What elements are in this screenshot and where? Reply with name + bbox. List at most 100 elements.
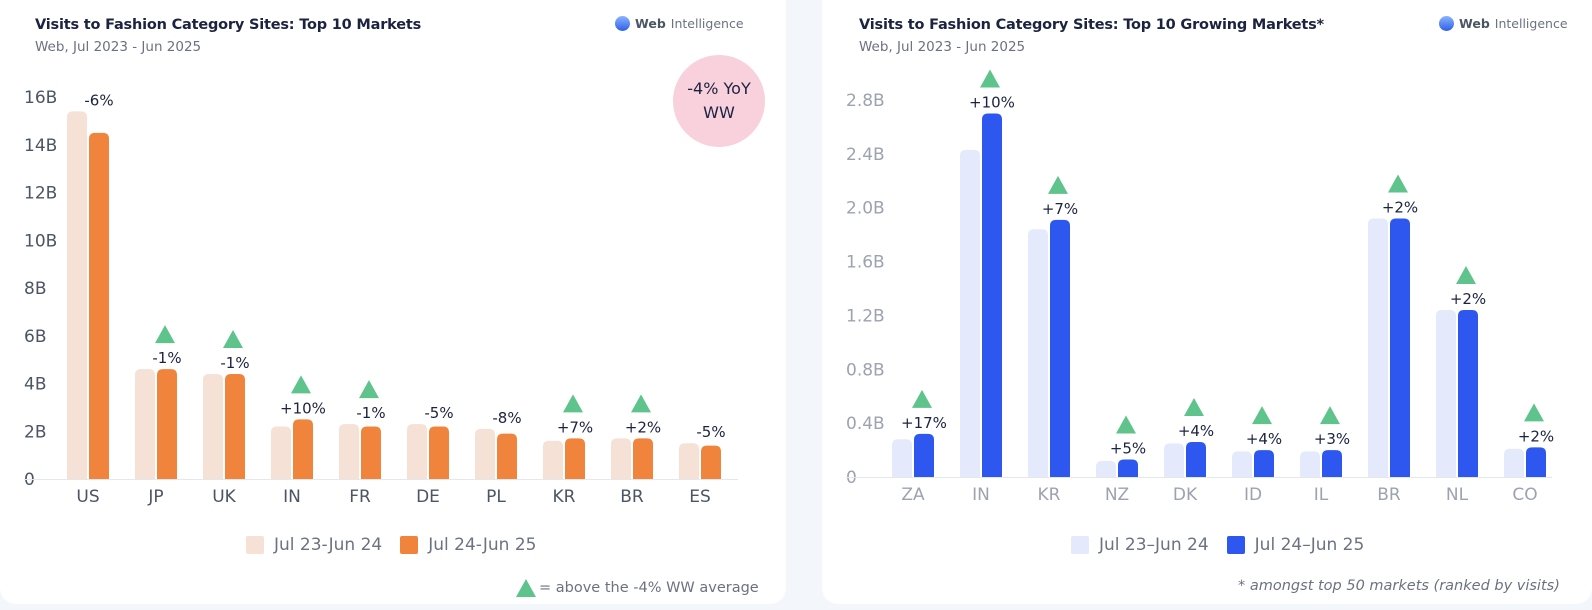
bar-prev-co bbox=[1504, 448, 1524, 477]
x-tick-label: US bbox=[76, 487, 99, 507]
x-tick-label: NZ bbox=[1105, 485, 1129, 505]
legend-item-prev-right[interactable]: Jul 23–Jun 24 bbox=[1071, 535, 1209, 555]
above-average-marker-br bbox=[1388, 174, 1408, 193]
brand-rest-right: Intelligence bbox=[1494, 16, 1568, 31]
data-label-pl: -8% bbox=[492, 409, 521, 427]
legend-item-prev-left[interactable]: Jul 23-Jun 24 bbox=[246, 535, 382, 555]
y-tick-label: 1.6B bbox=[846, 253, 885, 273]
chart-subtitle-growing-markets: Web, Jul 2023 - Jun 2025 bbox=[859, 39, 1026, 55]
data-label-il: +3% bbox=[1314, 430, 1350, 448]
x-tick-label: IN bbox=[283, 487, 301, 507]
data-label-nz: +5% bbox=[1110, 439, 1146, 457]
bar-curr-br bbox=[1390, 218, 1410, 477]
bar-curr-in bbox=[982, 113, 1002, 477]
bar-curr-nz bbox=[1118, 459, 1138, 477]
bar-prev-il bbox=[1300, 451, 1320, 477]
bar-curr-kr bbox=[565, 438, 585, 479]
y-tick-label: 8B bbox=[24, 279, 46, 299]
chart-title-growing-markets: Visits to Fashion Category Sites: Top 10… bbox=[859, 17, 1324, 33]
legend-swatch-curr-right bbox=[1226, 536, 1245, 554]
legend-label-prev-left: Jul 23-Jun 24 bbox=[274, 535, 383, 555]
x-tick-label: BR bbox=[1377, 485, 1401, 505]
chart-title-top-markets: Visits to Fashion Category Sites: Top 10… bbox=[35, 17, 422, 33]
brand-logo-left: Web Intelligence bbox=[615, 16, 744, 31]
legend-label-prev-right: Jul 23–Jun 24 bbox=[1099, 535, 1209, 555]
above-average-marker-dk bbox=[1184, 397, 1204, 416]
data-label-jp: -1% bbox=[152, 349, 181, 367]
bar-curr-co bbox=[1526, 447, 1546, 477]
bar-prev-br bbox=[611, 438, 631, 479]
bar-prev-in bbox=[960, 149, 980, 477]
bar-curr-il bbox=[1322, 450, 1342, 477]
bar-prev-fr bbox=[339, 424, 359, 479]
data-label-uk: -1% bbox=[220, 354, 249, 372]
data-label-in: +10% bbox=[969, 93, 1015, 111]
bar-curr-de bbox=[429, 426, 449, 479]
bar-prev-br bbox=[1368, 218, 1388, 477]
y-tick-label: 0.8B bbox=[846, 360, 885, 380]
x-tick-label: DK bbox=[1173, 485, 1198, 505]
y-tick-label: 0.4B bbox=[846, 414, 885, 434]
bar-curr-id bbox=[1254, 450, 1274, 477]
above-average-marker-in bbox=[980, 69, 1000, 88]
bar-curr-nl bbox=[1458, 310, 1478, 477]
bar-curr-in bbox=[293, 419, 313, 479]
y-tick-label: 14B bbox=[24, 136, 57, 156]
x-tick-label: KR bbox=[553, 487, 576, 507]
data-label-nl: +2% bbox=[1450, 290, 1486, 308]
above-average-marker-kr bbox=[563, 394, 583, 413]
bar-prev-nl bbox=[1436, 310, 1456, 477]
x-tick-label: KR bbox=[1038, 485, 1061, 505]
brand-bold-right: Web bbox=[1459, 16, 1490, 31]
bar-curr-es bbox=[701, 445, 721, 479]
legend-item-curr-right[interactable]: Jul 24–Jun 25 bbox=[1226, 535, 1365, 555]
bar-curr-br bbox=[633, 438, 653, 479]
bar-curr-us bbox=[89, 132, 109, 479]
bar-prev-za bbox=[892, 439, 912, 477]
y-tick-label: 2B bbox=[24, 422, 46, 442]
bar-curr-kr bbox=[1050, 219, 1070, 477]
above-average-note: = above the -4% WW average bbox=[515, 578, 759, 598]
x-tick-label: IL bbox=[1314, 485, 1329, 505]
bar-prev-dk bbox=[1164, 443, 1184, 477]
y-tick-label: 10B bbox=[24, 231, 57, 251]
bar-prev-nz bbox=[1096, 460, 1116, 477]
y-tick-label: 16B bbox=[24, 88, 57, 108]
triangle-up-icon bbox=[516, 579, 536, 597]
above-average-marker-kr bbox=[1048, 175, 1068, 194]
legend-label-curr-left: Jul 24-Jun 25 bbox=[428, 535, 537, 555]
data-label-dk: +4% bbox=[1178, 422, 1214, 440]
x-tick-label: BR bbox=[620, 487, 644, 507]
data-label-br: +2% bbox=[1382, 198, 1418, 216]
x-tick-label: IN bbox=[972, 485, 990, 505]
y-tick-label: 2.8B bbox=[846, 91, 885, 111]
data-label-es: -5% bbox=[696, 423, 725, 441]
legend-left: Jul 23-Jun 24 Jul 24-Jun 25 bbox=[246, 535, 554, 555]
bar-prev-es bbox=[679, 443, 699, 479]
x-tick-label: DE bbox=[416, 487, 440, 507]
legend-swatch-prev-left bbox=[246, 536, 264, 554]
bar-chart-top-markets: 02B4B6B8B10B12B14B16BUS-6%JP-1%UK-1%IN+1… bbox=[24, 88, 738, 507]
legend-swatch-curr-left bbox=[400, 536, 419, 554]
above-average-marker-co bbox=[1524, 403, 1544, 422]
y-tick-label: 1.2B bbox=[846, 306, 885, 326]
legend-label-curr-right: Jul 24–Jun 25 bbox=[1254, 535, 1365, 555]
above-average-marker-za bbox=[912, 389, 932, 408]
yoy-ww-bubble: -4% YoY WW bbox=[673, 55, 765, 147]
x-tick-label: PL bbox=[486, 487, 506, 507]
y-tick-label: 2.0B bbox=[846, 199, 885, 219]
growing-markets-footnote: * amongst top 50 markets (ranked by visi… bbox=[1238, 578, 1560, 594]
above-average-marker-id bbox=[1252, 406, 1272, 425]
data-label-us: -6% bbox=[84, 91, 113, 109]
legend-item-curr-left[interactable]: Jul 24-Jun 25 bbox=[400, 535, 536, 555]
bar-prev-de bbox=[407, 424, 427, 479]
data-label-id: +4% bbox=[1246, 430, 1282, 448]
web-intelligence-icon bbox=[615, 16, 630, 31]
x-tick-label: ES bbox=[689, 487, 711, 507]
above-average-marker-nz bbox=[1116, 415, 1136, 434]
bar-prev-us bbox=[67, 111, 87, 479]
y-tick-label: 4B bbox=[24, 375, 46, 395]
bar-curr-za bbox=[914, 433, 934, 477]
brand-logo-right: Web Intelligence bbox=[1439, 16, 1568, 31]
